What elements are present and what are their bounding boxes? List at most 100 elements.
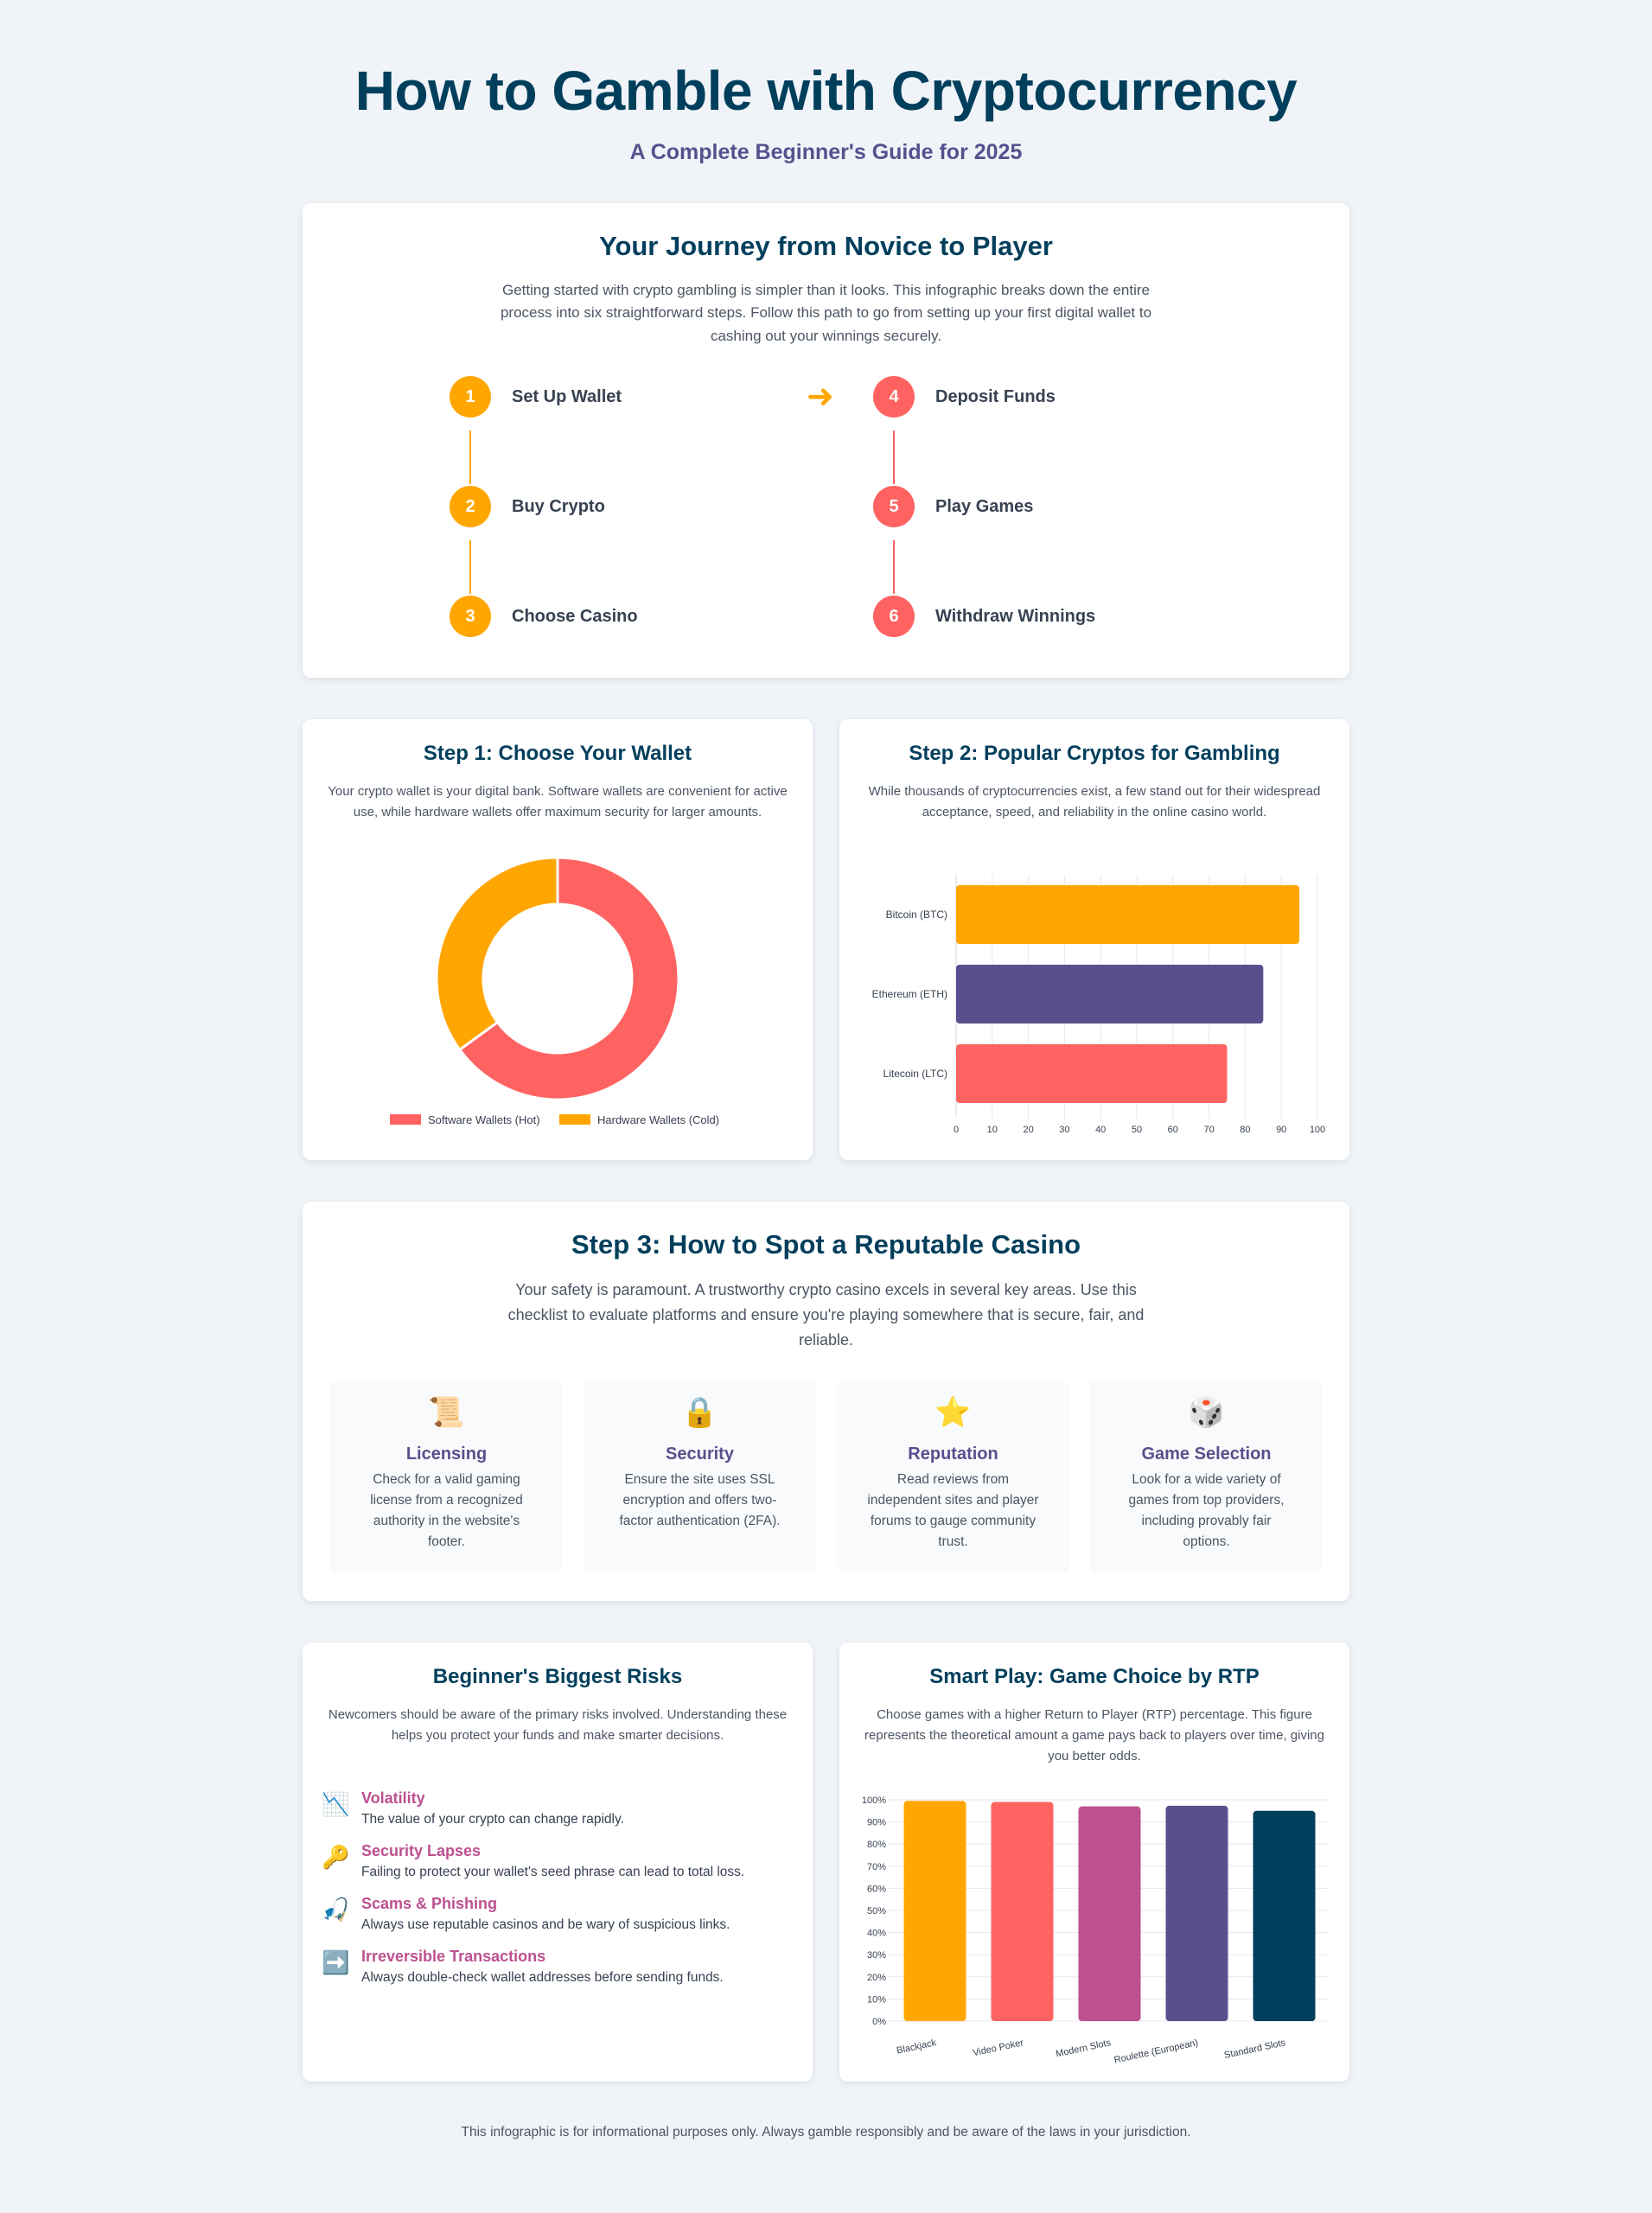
risk-text: Failing to protect your wallet's seed ph… <box>361 1865 745 1879</box>
y-tick-label: Ethereum (ETH) <box>872 988 947 1000</box>
risk-title: Security Lapses <box>361 1842 482 1859</box>
crypto-description: While thousands of cryptocurrencies exis… <box>868 784 1321 820</box>
y-tick-label: 100% <box>862 1795 886 1806</box>
bar <box>956 965 1264 1024</box>
step-number: 6 <box>873 596 915 637</box>
y-tick-label: 60% <box>867 1884 886 1894</box>
bar <box>1078 1806 1141 2021</box>
arrow-right-icon: ➡️ <box>322 1949 350 1975</box>
x-tick-label: Modern Slots <box>1055 2038 1112 2059</box>
bar <box>956 885 1300 944</box>
risks-card: Beginner's Biggest Risks Newcomers shoul… <box>303 1642 813 2082</box>
criterion-title: Licensing <box>405 1445 488 1464</box>
key-icon: 🔑 <box>322 1844 350 1870</box>
lock-icon: 🔒 <box>681 1396 718 1429</box>
x-tick-label: 50 <box>1132 1125 1142 1135</box>
bar <box>903 1801 966 2021</box>
y-tick-label: 50% <box>867 1906 886 1916</box>
step-item: 5 Play Games <box>873 486 1033 527</box>
risk-text: The value of your crypto can change rapi… <box>361 1812 624 1827</box>
legend-swatch <box>559 1114 590 1125</box>
chart-down-icon: 📉 <box>322 1791 350 1817</box>
criterion-text: Look for a wide variety of games from to… <box>1128 1472 1285 1550</box>
step-label: Set Up Wallet <box>512 386 622 406</box>
y-tick-label: 20% <box>867 1973 886 1983</box>
criterion-title: Game Selection <box>1141 1445 1272 1464</box>
criterion-security: 🔒 Security Ensure the site uses SSL encr… <box>584 1381 816 1572</box>
scroll-icon: 📜 <box>428 1396 465 1429</box>
casino-card: Step 3: How to Spot a Reputable Casino Y… <box>303 1202 1349 1601</box>
risk-item: 📉 Volatility The value of your crypto ca… <box>322 1789 797 1827</box>
arrow-right-icon: ➜ <box>807 379 834 415</box>
step-number: 1 <box>450 376 491 418</box>
x-tick-label: 100 <box>1310 1125 1325 1135</box>
step-label: Deposit Funds <box>935 386 1056 406</box>
page-title: How to Gamble with Cryptocurrency <box>354 60 1298 122</box>
risk-item: 🎣 Scams & Phishing Always use reputable … <box>322 1895 797 1933</box>
x-tick-label: 80 <box>1240 1125 1250 1135</box>
y-tick-label: 0% <box>872 2017 886 2027</box>
step-connector <box>469 430 471 484</box>
rtp-card: Smart Play: Game Choice by RTP Choose ga… <box>839 1642 1349 2082</box>
y-tick-label: 10% <box>867 1994 886 2005</box>
casino-title: Step 3: How to Spot a Reputable Casino <box>571 1229 1081 1260</box>
step-label: Choose Casino <box>512 606 638 626</box>
wallet-doughnut-chart: Software Wallets (Hot) Hardware Wallets (… <box>390 858 719 1126</box>
legend-label: Software Wallets (Hot) <box>428 1113 540 1126</box>
step-connector <box>893 430 895 484</box>
step-number: 3 <box>450 596 491 637</box>
star-icon: ⭐ <box>934 1396 972 1429</box>
y-tick-label: 90% <box>867 1818 886 1828</box>
criterion-licensing: 📜 Licensing Check for a valid gaming lic… <box>330 1381 563 1572</box>
risks-description: Newcomers should be aware of the primary… <box>328 1707 788 1743</box>
risk-item: 🔑 Security Lapses Failing to protect you… <box>322 1842 797 1880</box>
x-tick-label: 20 <box>1023 1125 1033 1135</box>
x-tick-label: 10 <box>987 1125 998 1135</box>
risk-title: Volatility <box>361 1789 425 1807</box>
wallet-card: Step 1: Choose Your Wallet Your crypto w… <box>303 719 813 1160</box>
x-tick-label: 90 <box>1276 1125 1286 1135</box>
y-tick-label: 80% <box>867 1840 886 1850</box>
criteria-list: 📜 Licensing Check for a valid gaming lic… <box>330 1381 1323 1572</box>
risk-text: Always use reputable casinos and be wary… <box>361 1917 730 1932</box>
rtp-description: Choose games with a higher Return to Pla… <box>864 1707 1324 1763</box>
risk-item: ➡️ Irreversible Transactions Always doub… <box>322 1948 797 1986</box>
casino-description: Your safety is paramount. A trustworthy … <box>507 1281 1145 1349</box>
step-item: 2 Buy Crypto <box>450 486 605 527</box>
crypto-card: Step 2: Popular Cryptos for Gambling Whi… <box>839 719 1349 1160</box>
dice-icon: 🎲 <box>1188 1396 1225 1429</box>
crypto-title: Step 2: Popular Cryptos for Gambling <box>909 742 1280 765</box>
step-connector <box>893 540 895 594</box>
x-tick-label: Roulette (European) <box>1113 2038 1199 2065</box>
crypto-bar-chart: 0 10 20 30 40 50 60 70 80 90 100 Bitcoin (BTC) Ether… <box>872 875 1325 1135</box>
bar <box>1253 1810 1316 2021</box>
y-tick-label: 70% <box>867 1862 886 1872</box>
step-number: 5 <box>873 486 915 527</box>
step-number: 4 <box>873 376 915 418</box>
x-tick-label: Standard Slots <box>1223 2038 1287 2061</box>
y-tick-label: Bitcoin (BTC) <box>886 909 947 921</box>
criterion-text: Ensure the site uses SSL encryption and … <box>619 1472 781 1529</box>
step-item: 3 Choose Casino <box>450 596 638 637</box>
footer-disclaimer: This infographic is for informational pu… <box>461 2125 1191 2140</box>
legend-label: Hardware Wallets (Cold) <box>597 1113 719 1126</box>
criterion-title: Security <box>666 1445 734 1464</box>
criterion-reputation: ⭐ Reputation Read reviews from independe… <box>837 1381 1069 1572</box>
step-item: 4 Deposit Funds <box>873 376 1056 418</box>
journey-description: Getting started with crypto gambling is … <box>500 282 1152 344</box>
risks-title: Beginner's Biggest Risks <box>432 1665 683 1688</box>
step-label: Buy Crypto <box>512 496 605 516</box>
criterion-text: Read reviews from independent sites and … <box>867 1472 1039 1550</box>
x-tick-label: Blackjack <box>896 2038 937 2057</box>
bar <box>991 1802 1054 2021</box>
rtp-title: Smart Play: Game Choice by RTP <box>929 1665 1260 1688</box>
x-tick-label: 70 <box>1203 1125 1214 1135</box>
criterion-text: Check for a valid gaming license from a … <box>370 1472 523 1550</box>
step-connector <box>469 540 471 594</box>
y-tick-label: 40% <box>867 1929 886 1939</box>
x-tick-label: 40 <box>1095 1125 1106 1135</box>
journey-card: Your Journey from Novice to Player Getti… <box>303 203 1349 678</box>
x-tick-label: 60 <box>1168 1125 1178 1135</box>
step-label: Withdraw Winnings <box>935 606 1096 626</box>
